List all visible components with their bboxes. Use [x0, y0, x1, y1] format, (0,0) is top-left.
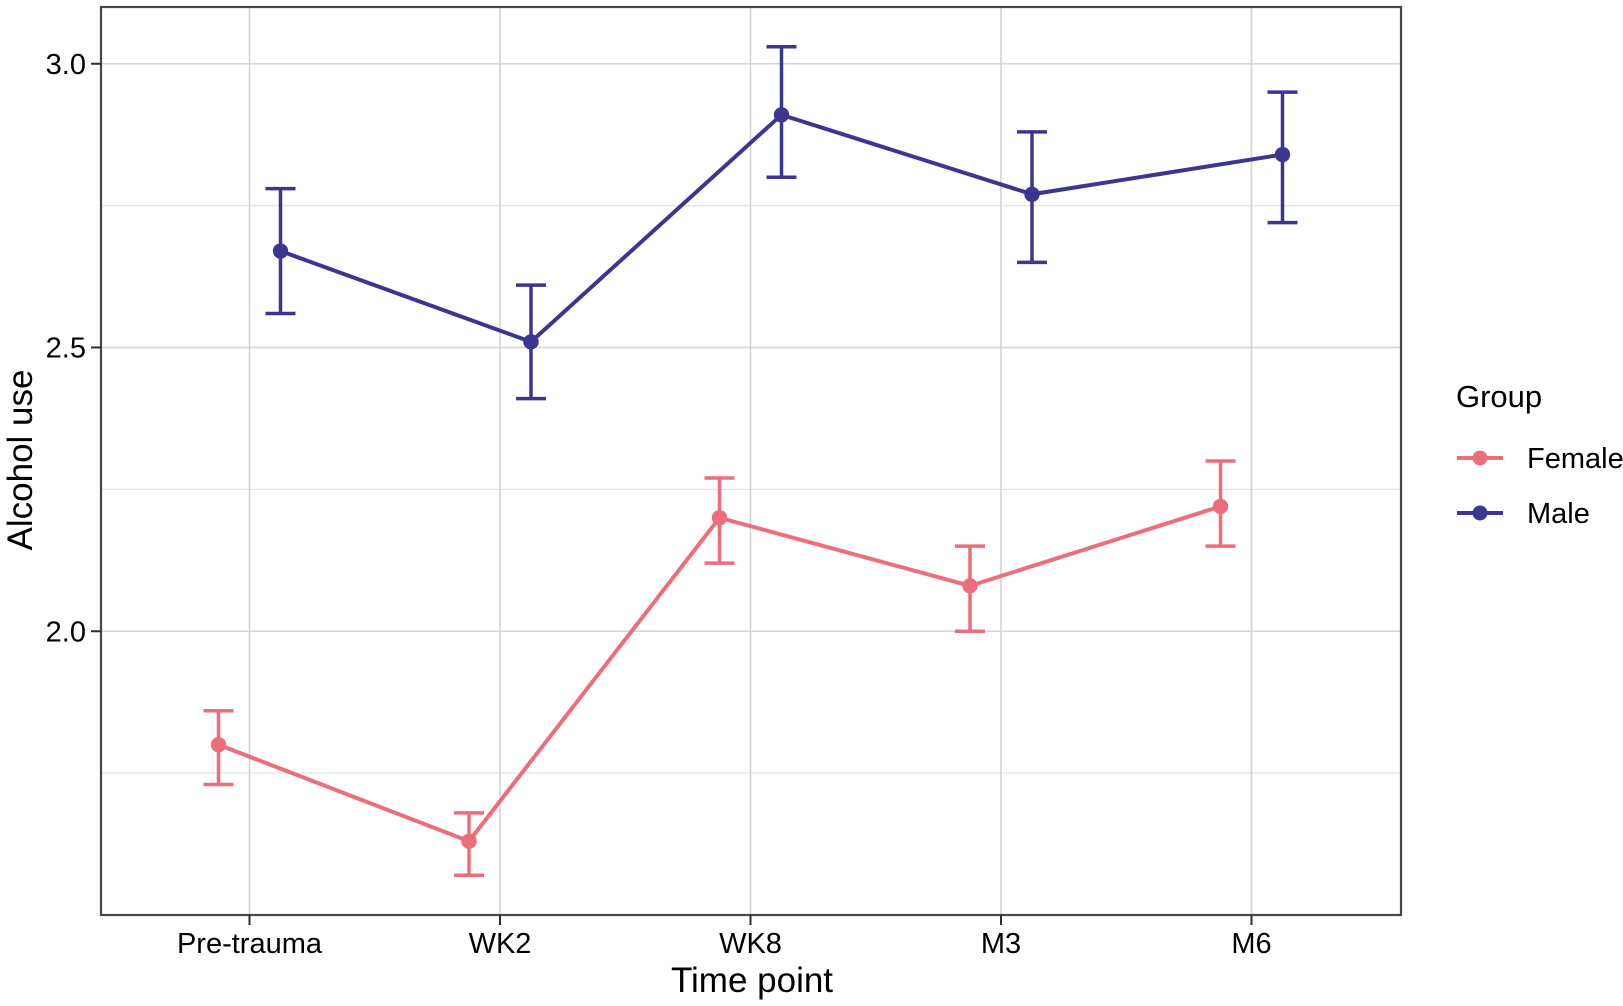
- legend-title: Group: [1456, 379, 1542, 414]
- legend-key-point: [1472, 450, 1488, 466]
- x-tick-label: M6: [1231, 928, 1271, 960]
- data-point: [210, 737, 227, 753]
- legend-entry-male: Male: [1457, 498, 1590, 530]
- y-tick-label: 2.5: [46, 333, 86, 365]
- y-axis-title: Alcohol use: [1, 370, 40, 551]
- data-point: [461, 833, 477, 849]
- x-tick-label: M3: [981, 928, 1021, 960]
- female-series: [203, 459, 1236, 878]
- data-point: [1024, 186, 1040, 202]
- x-tick-label: WK2: [469, 928, 532, 960]
- legend-key-point: [1472, 505, 1488, 521]
- data-point: [962, 578, 978, 594]
- data-point: [523, 334, 539, 350]
- data-series-layer: [203, 44, 1298, 878]
- data-point: [711, 510, 728, 526]
- y-tick-label: 3.0: [46, 49, 86, 81]
- legend-entry-female: Female: [1457, 443, 1623, 475]
- data-point: [773, 107, 790, 123]
- y-axis-tick-labels: 2.0 2.5 3.0: [46, 49, 86, 649]
- legend-label: Male: [1527, 498, 1590, 530]
- data-point: [1274, 146, 1291, 163]
- data-point: [1212, 498, 1229, 515]
- axis-tick-marks: [91, 62, 1253, 925]
- x-axis-title: Time point: [671, 961, 833, 1000]
- x-tick-label: WK8: [719, 928, 782, 960]
- x-axis-tick-labels: Pre-trauma WK2 WK8 M3 M6: [177, 928, 1272, 960]
- legend-label: Female: [1527, 443, 1623, 475]
- legend: Group Female Male: [1456, 379, 1623, 530]
- y-tick-label: 2.0: [46, 616, 86, 648]
- data-point: [272, 243, 289, 259]
- legend-entries: Female Male: [1457, 443, 1623, 530]
- male-series: [265, 44, 1298, 401]
- x-tick-label: Pre-trauma: [177, 928, 323, 960]
